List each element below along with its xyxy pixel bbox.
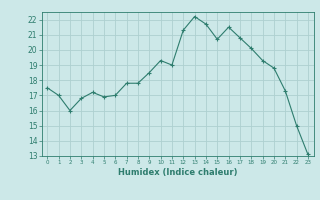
X-axis label: Humidex (Indice chaleur): Humidex (Indice chaleur): [118, 168, 237, 177]
